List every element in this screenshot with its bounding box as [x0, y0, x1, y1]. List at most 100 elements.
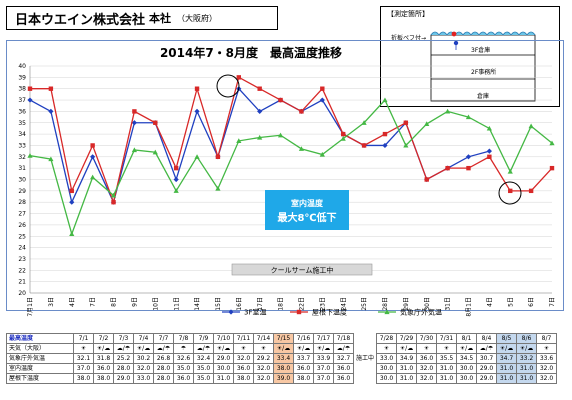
data-point: [466, 165, 471, 171]
table-cell: 29.0: [476, 373, 497, 384]
table-cell: 31.0: [396, 373, 417, 384]
x-tick-label: 30日: [424, 297, 431, 311]
construction-bar: [231, 263, 373, 276]
table-cell: 30.2: [133, 353, 154, 364]
table-cell: ☀/☁: [313, 343, 334, 354]
table-cell: 36.0: [416, 353, 437, 364]
data-point: [465, 154, 472, 160]
y-tick-label: 29: [18, 188, 26, 195]
data-point: [257, 86, 262, 91]
table-cell: ☀/☁: [293, 343, 314, 354]
table-cell: 33.7: [293, 353, 314, 364]
table-cell: 26.8: [153, 353, 174, 364]
table-cell: 8/6: [516, 333, 537, 344]
table-cell: 31.0: [516, 363, 537, 374]
row-header: 天気（大阪）: [6, 343, 74, 354]
data-point: [110, 192, 117, 198]
table-cell: 7/16: [293, 333, 314, 344]
inset-title: 【測定箇所】: [387, 10, 429, 18]
highlight-circle-jul15: [216, 74, 240, 98]
y-tick-label: 33: [18, 142, 26, 149]
data-point: [319, 97, 325, 103]
table-cell: 30.0: [456, 373, 477, 384]
table-cell: 7/17: [313, 333, 334, 344]
table-cell: 32.1: [73, 353, 94, 364]
table-cell: ☀: [376, 343, 397, 354]
data-point: [403, 142, 409, 148]
table-cell: 30.0: [456, 363, 477, 374]
data-point: [340, 136, 346, 141]
x-tick-label: 4日: [486, 297, 493, 307]
x-tick-label: 28日: [382, 297, 389, 311]
y-tick-label: 27: [18, 211, 26, 218]
table-cell: 28.0: [153, 373, 174, 384]
table-cell: 30.0: [376, 363, 397, 374]
floor1-label: 倉庫: [477, 93, 490, 100]
table-cell: ☀: [253, 343, 274, 354]
data-point: [27, 153, 33, 158]
table-cell: 29.2: [253, 353, 274, 364]
data-point: [90, 174, 96, 180]
data-point: [194, 86, 200, 91]
series-line: [30, 76, 553, 205]
table-cell: 33.2: [516, 353, 537, 364]
data-point: [48, 86, 54, 91]
table-cell: ☁/☂: [476, 343, 497, 354]
row-header: 室内温度: [6, 363, 74, 374]
data-point: [507, 168, 513, 174]
temperature-drop-line1: 室内温度: [291, 198, 324, 208]
table-cell: 8/5: [496, 333, 517, 344]
table-cell: 30.0: [376, 373, 397, 384]
data-point: [445, 165, 450, 171]
y-tick-label: 21: [18, 279, 26, 286]
data-point: [486, 148, 492, 154]
data-point: [528, 123, 534, 129]
table-cell: 8/1: [456, 333, 477, 344]
temperature-drop-box: [265, 190, 349, 230]
table-cell: ☀: [73, 343, 94, 354]
series-square: [27, 75, 555, 205]
data-point: [173, 176, 179, 183]
table-cell: 31.0: [436, 373, 457, 384]
table-cell: 7/31: [436, 333, 457, 344]
table-cell: 37.0: [73, 363, 94, 374]
x-tick-label: 22日: [299, 297, 306, 311]
table-cell: 34.5: [456, 353, 477, 364]
y-tick-label: 25: [18, 233, 26, 240]
x-tick-label: 7日: [90, 297, 97, 307]
data-point: [382, 97, 388, 103]
table-cell: 35.0: [193, 373, 214, 384]
table-cell: 39.0: [273, 373, 294, 384]
data-point: [236, 138, 242, 143]
row-header: 屋根下温度: [6, 373, 74, 384]
x-tick-label: 16日: [236, 297, 243, 311]
table-cell: 29.0: [213, 353, 234, 364]
table-cell: ☀/☁: [273, 343, 294, 354]
chart-frame: [6, 40, 564, 311]
y-tick-label: 37: [18, 97, 26, 104]
table-cell: 7/28: [376, 333, 397, 344]
data-point: [27, 97, 33, 103]
x-tick-label: 7月1日: [27, 297, 34, 317]
table-cell: ☀/☁: [213, 343, 234, 354]
data-point: [299, 109, 304, 114]
table-cell: ☀/☁: [396, 343, 417, 354]
legend-label: 3F室温: [244, 308, 266, 317]
table-cell: ☀/☁: [456, 343, 477, 354]
table-cell: 7/9: [193, 333, 214, 344]
data-point: [508, 188, 513, 194]
data-point: [382, 142, 388, 149]
y-tick-label: 39: [18, 74, 26, 81]
data-point: [131, 147, 137, 153]
company-name: 日本ウエイン株式会社: [15, 12, 146, 28]
data-point: [257, 134, 263, 140]
x-tick-label: 6日: [528, 297, 535, 307]
x-tick-label: 8月1日: [466, 297, 473, 317]
y-tick-label: 35: [18, 120, 26, 127]
data-point: [403, 120, 409, 125]
floor3-label: 3F倉庫: [471, 47, 491, 54]
x-tick-label: 29日: [403, 297, 410, 311]
legend-label: 気象庁外気温: [400, 308, 442, 317]
temperature-table: 最高温度 7/1 7/2 7/3 7/4 7/7 7/8 7/9 7/10 7/11 7/14 7/1…: [6, 333, 557, 384]
table-cell: 32.0: [233, 353, 254, 364]
